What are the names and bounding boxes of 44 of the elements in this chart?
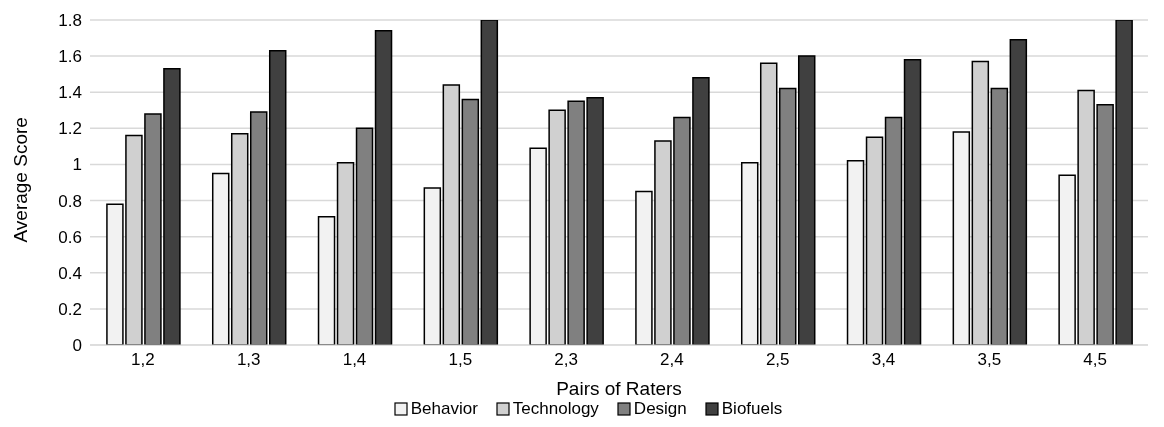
- x-tick-label: 2,3: [554, 350, 578, 370]
- bar: [778, 87, 797, 345]
- x-tick-label: 1,2: [131, 350, 155, 370]
- bar: [268, 49, 287, 345]
- y-axis-title: Average Score: [9, 117, 31, 243]
- bar: [846, 160, 865, 345]
- x-tick-label: 3,4: [871, 350, 896, 370]
- y-tick-label: 0.4: [58, 263, 82, 283]
- bar: [797, 55, 816, 345]
- y-tick-label: 0.6: [58, 227, 82, 247]
- legend-label: Biofuels: [721, 399, 783, 419]
- x-tick-label: 1,4: [342, 350, 367, 370]
- y-tick-label: 0.2: [58, 299, 82, 319]
- legend-label: Design: [633, 399, 687, 419]
- bar: [990, 87, 1009, 345]
- bar: [480, 20, 499, 345]
- bar: [952, 131, 971, 345]
- bar: [740, 161, 759, 345]
- legend-label: Behavior: [410, 399, 478, 419]
- bar: [884, 116, 903, 345]
- x-axis-title: Pairs of Raters: [556, 378, 682, 399]
- y-tick-label: 0: [72, 336, 82, 356]
- y-tick-label: 1.6: [58, 47, 82, 67]
- bar: [211, 172, 230, 345]
- bar: [249, 111, 268, 345]
- bar: [355, 127, 374, 345]
- bar: [1009, 39, 1028, 345]
- x-tick-label: 4,5: [1083, 350, 1107, 370]
- x-tick-label: 1,3: [236, 350, 261, 370]
- y-tick-label: 1.4: [58, 83, 82, 103]
- y-tick-label: 1.2: [58, 119, 82, 139]
- bar: [903, 58, 922, 345]
- legend-label: Technology: [512, 399, 599, 419]
- bar: [461, 98, 480, 345]
- bar: [374, 30, 393, 345]
- x-tick-label: 1,5: [448, 350, 473, 370]
- x-tick-label: 2,5: [765, 350, 790, 370]
- bar: [317, 216, 336, 345]
- y-tick-label: 1.8: [58, 11, 82, 31]
- y-tick-label: 0.8: [58, 191, 82, 211]
- y-tick-label: 1: [72, 155, 82, 175]
- bar: [423, 187, 442, 345]
- x-tick-label: 2,4: [660, 350, 684, 370]
- x-tick-label: 3,5: [977, 350, 1002, 370]
